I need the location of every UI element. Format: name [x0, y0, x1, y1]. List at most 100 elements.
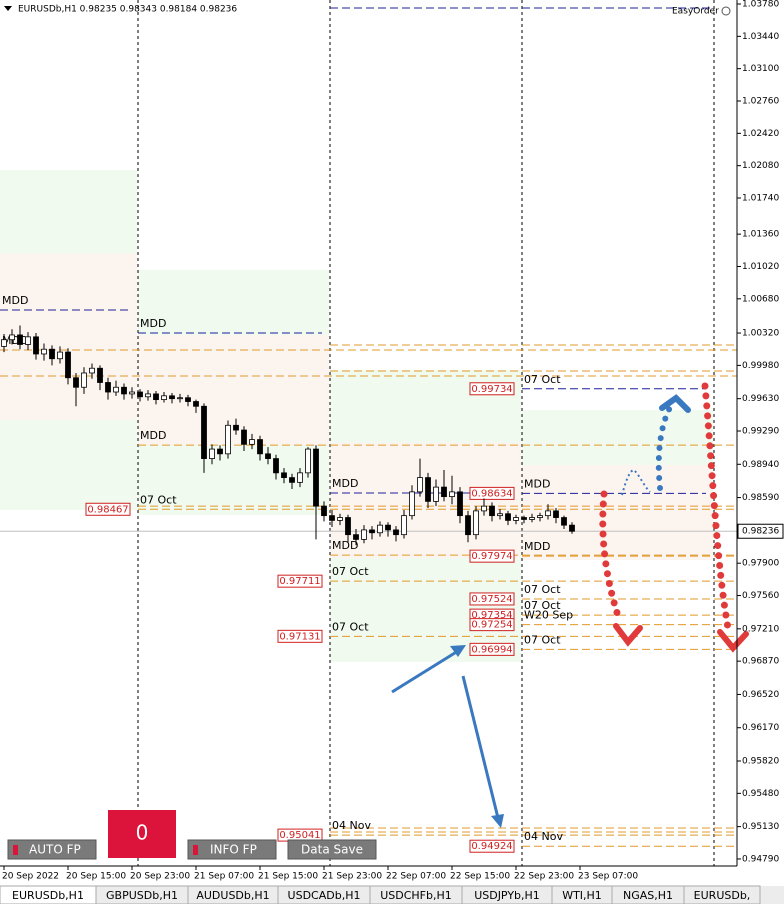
- price-box-label: 0.97974: [471, 551, 512, 562]
- price-box-label: 0.94924: [471, 841, 512, 852]
- candle-body: [417, 477, 423, 493]
- y-tick-label: 1.02420: [742, 129, 779, 139]
- candle-body: [385, 524, 391, 531]
- x-tick-label: 22 Sep 23:00: [514, 872, 574, 882]
- x-tick-label: 20 Sep 15:00: [66, 872, 126, 882]
- candle-body: [65, 351, 71, 379]
- candle-body: [81, 372, 87, 388]
- candle-body: [97, 367, 103, 383]
- annotations: [391, 382, 749, 828]
- level-label: 04 Nov: [332, 819, 371, 832]
- candle-body: [241, 429, 247, 445]
- level-label: MDD: [332, 477, 358, 490]
- candle-body: [337, 517, 343, 521]
- price-box: [277, 574, 323, 588]
- candle-body: [489, 505, 495, 517]
- tab-label[interactable]: USDJPYb,H1: [474, 889, 540, 902]
- candle-body: [209, 448, 215, 459]
- tab-label[interactable]: NGAS,H1: [623, 889, 673, 902]
- candle-body: [25, 336, 31, 345]
- counter-box[interactable]: [108, 810, 176, 858]
- candle-body: [121, 386, 127, 395]
- tab-label[interactable]: GBPUSDb,H1: [106, 889, 178, 902]
- y-tick-label: 0.94790: [742, 854, 779, 864]
- brand-icon: [721, 6, 731, 16]
- tab[interactable]: [683, 885, 761, 904]
- x-tick-label: 21 Sep 07:00: [194, 872, 254, 882]
- price-box-label: 0.99734: [471, 384, 512, 395]
- price-box: [469, 549, 515, 563]
- y-tick-label: 1.01360: [742, 230, 779, 240]
- candle-body: [161, 395, 167, 401]
- candle-body: [569, 524, 575, 532]
- button[interactable]: [187, 839, 277, 860]
- tab-label[interactable]: USDCHFb,H1: [380, 889, 452, 902]
- candle-body: [105, 382, 111, 393]
- y-tick-label: 1.02080: [742, 161, 779, 171]
- candle-body: [9, 334, 15, 341]
- level-label: 07 Oct: [332, 620, 369, 633]
- price-box: [469, 618, 515, 632]
- button-label[interactable]: AUTO FP: [29, 843, 81, 857]
- button[interactable]: [7, 839, 97, 860]
- dotted-head: [613, 623, 643, 647]
- zones: [0, 170, 713, 662]
- candle-body: [553, 510, 559, 518]
- tab-label[interactable]: EURUSDb,: [694, 889, 751, 902]
- dotted-head: [659, 394, 691, 413]
- candle-body: [217, 448, 223, 455]
- candle-body: [345, 517, 351, 536]
- axes: 1.03780 1.03440 1.03100 1.02760 1.02420 1.020…: [0, 0, 784, 882]
- candle-body: [449, 491, 455, 498]
- candle-body: [481, 505, 487, 512]
- tab-label[interactable]: AUDUSDb,H1: [196, 889, 269, 902]
- dotted-path: [701, 382, 732, 632]
- toolbar: AUTO FP 0 INFO FP Data Save: [7, 810, 377, 860]
- y-tick-label: 0.97560: [742, 591, 779, 601]
- candle-body: [425, 477, 431, 502]
- candle-body: [313, 448, 319, 507]
- candle-body: [153, 393, 159, 401]
- candle-body: [89, 367, 95, 374]
- price-box: [469, 839, 515, 853]
- button-label[interactable]: Data Save: [301, 843, 363, 857]
- tab-label[interactable]: USDCADb,H1: [288, 889, 361, 902]
- y-tick-label: 0.97210: [742, 624, 779, 634]
- candle-body: [513, 517, 519, 521]
- tab-label[interactable]: WTI,H1: [562, 889, 602, 902]
- price-box: [469, 382, 515, 396]
- y-tick-label: 0.99290: [742, 427, 779, 437]
- candle-body: [201, 405, 207, 459]
- levels: MDD MDD MDD MDD 07 Oct 0.98467 MDD MDD 07 Oct 0.9…: [0, 294, 737, 853]
- tab-label[interactable]: EURUSDb,H1: [12, 889, 84, 902]
- price-box: [469, 592, 515, 606]
- level-label: MDD: [140, 429, 166, 442]
- indicator: [13, 845, 18, 855]
- candle-body: [561, 517, 567, 526]
- candle-body: [321, 505, 327, 517]
- tab-bar: EURUSDb,H1 GBPUSDb,H1 AUDUSDb,H1 USDCADb,H1…: [0, 885, 784, 904]
- y-tick-label: 0.96870: [742, 657, 779, 667]
- y-tick-label: 0.95480: [742, 789, 779, 799]
- candle-body: [457, 491, 463, 517]
- candle-body: [233, 424, 239, 431]
- y-tick-label: 0.98590: [742, 493, 779, 503]
- candle-body: [1, 339, 7, 347]
- chart-header: EURUSDb,H1 0.98235 0.98343 0.98184 0.982…: [18, 5, 237, 15]
- candle-body: [377, 524, 383, 534]
- price-box-label: 0.97131: [279, 631, 320, 642]
- candle-body: [193, 401, 199, 407]
- button[interactable]: [287, 839, 377, 860]
- level-label: W20 Sep: [524, 609, 573, 622]
- x-tick-label: 23 Sep 07:00: [578, 872, 638, 882]
- candle-body: [33, 336, 39, 355]
- candle-body: [505, 513, 511, 521]
- x-tick-label: 20 Sep 23:00: [130, 872, 190, 882]
- candle-body: [545, 510, 551, 517]
- price-box-label: 0.97254: [471, 620, 512, 631]
- button-label[interactable]: INFO FP: [210, 843, 257, 857]
- level-label: MDD: [140, 317, 166, 330]
- candle-body: [73, 377, 79, 388]
- zone: [138, 270, 329, 335]
